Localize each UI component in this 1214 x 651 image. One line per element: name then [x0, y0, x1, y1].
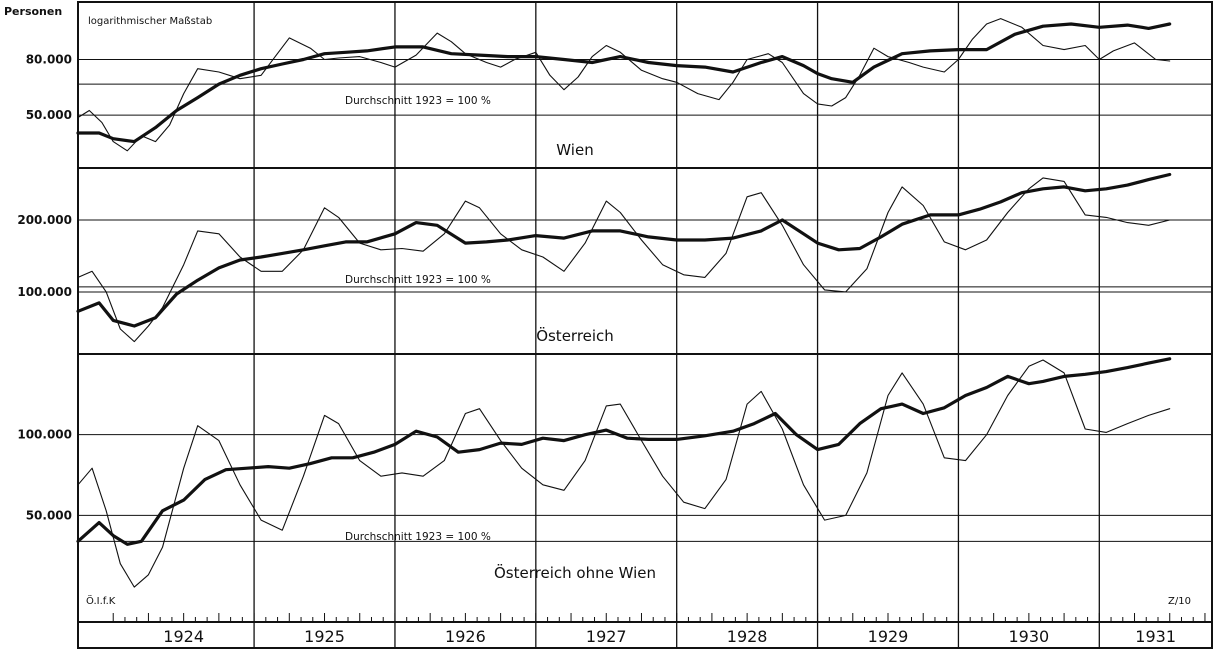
year-label: 1926 — [445, 627, 486, 646]
reference-label-oesterreich: Durchschnitt 1923 = 100 % — [345, 274, 491, 286]
year-label: 1931 — [1135, 627, 1176, 646]
panel-title-ohne-wien: Österreich ohne Wien — [494, 563, 656, 582]
source-code-label: Ö.I.f.K — [86, 594, 116, 607]
reference-label-wien: Durchschnitt 1923 = 100 % — [345, 95, 491, 107]
y-tick-label: 100.000 — [17, 285, 72, 299]
raw-series-line — [77, 359, 1171, 588]
reference-label-ohne-wien: Durchschnitt 1923 = 100 % — [345, 531, 491, 543]
y-tick-label: 50.000 — [26, 108, 72, 122]
trend-series-line — [76, 357, 1172, 546]
scale-note: logarithmischer Maßstab — [88, 16, 212, 27]
y-tick-label: 50.000 — [26, 508, 72, 522]
y-tick-label: 200.000 — [17, 213, 72, 227]
trend-series-line — [76, 172, 1172, 328]
y-axis-unit-label: Personen — [4, 5, 62, 18]
raw-series-line — [77, 177, 1171, 343]
year-label: 1930 — [1009, 627, 1050, 646]
year-label: 1928 — [727, 627, 768, 646]
y-tick-label: 80.000 — [26, 52, 72, 66]
year-label: 1924 — [163, 627, 204, 646]
year-label: 1929 — [868, 627, 909, 646]
panel-title-wien: Wien — [556, 141, 593, 159]
year-label: 1927 — [586, 627, 627, 646]
year-label: 1925 — [304, 627, 345, 646]
y-tick-label: 100.000 — [17, 428, 72, 442]
raw-series-line — [77, 18, 1171, 152]
panel-title-oesterreich: Österreich — [536, 326, 614, 345]
figure-code-label: Z/10 — [1168, 596, 1191, 607]
trend-series-line — [76, 22, 1172, 144]
plot-frame — [77, 1, 1213, 649]
